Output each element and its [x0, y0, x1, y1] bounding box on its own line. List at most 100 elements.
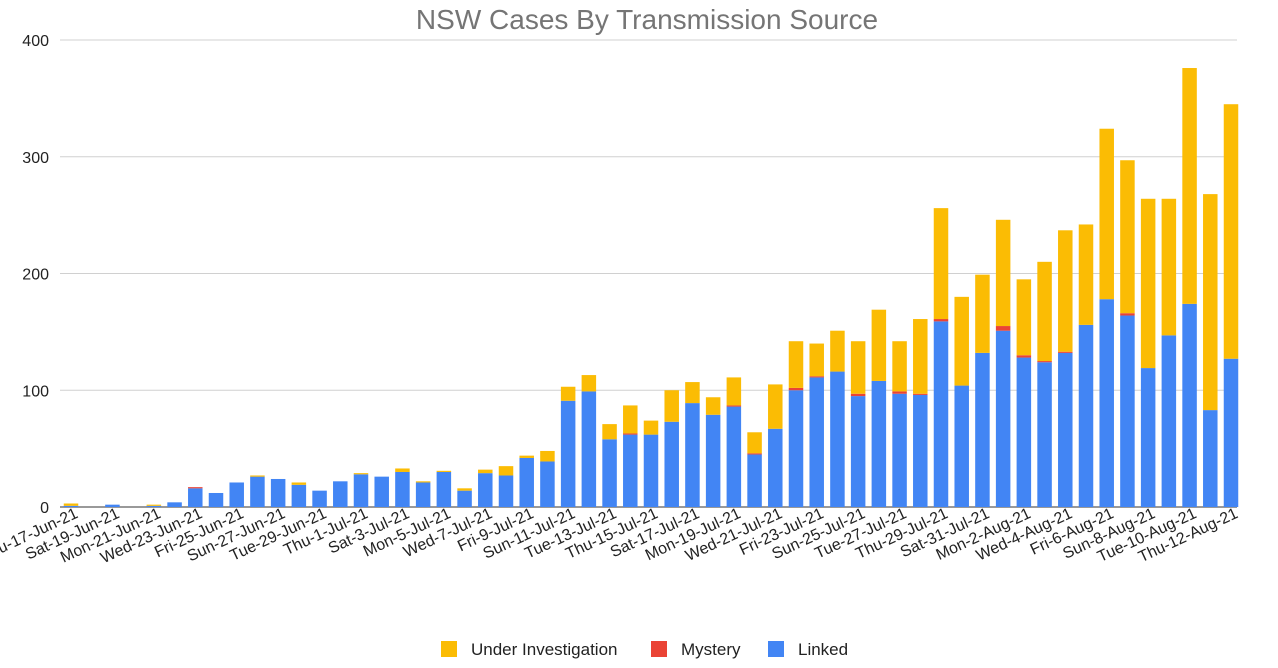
bar-linked: [602, 439, 617, 507]
bar-linked: [415, 482, 431, 507]
bar-under-investigation: [1037, 261, 1052, 362]
bar-linked: [643, 434, 659, 507]
bar-linked: [705, 414, 721, 507]
bar-under-investigation: [540, 450, 555, 462]
legend-swatch: [651, 641, 667, 657]
y-tick-label: 100: [22, 383, 49, 400]
bar-linked: [975, 352, 990, 507]
bar-linked: [105, 504, 120, 507]
bar-linked: [664, 421, 679, 507]
bar-under-investigation: [1120, 160, 1135, 314]
y-tick-label: 200: [22, 267, 49, 284]
bar-linked: [1161, 335, 1177, 507]
bar-linked: [1099, 299, 1114, 507]
bar-linked: [850, 396, 866, 507]
bar-mystery: [747, 453, 762, 455]
legend-item-linked: Linked: [768, 640, 848, 659]
bar-under-investigation: [1161, 198, 1177, 336]
legend-label: Under Investigation: [471, 640, 617, 659]
bar-under-investigation: [1078, 224, 1094, 325]
bar-under-investigation: [560, 386, 576, 401]
bar-under-investigation: [995, 219, 1011, 327]
y-tick-label: 300: [22, 150, 49, 167]
bar-linked: [1120, 315, 1135, 507]
bar-linked: [685, 403, 700, 507]
y-tick-label: 0: [40, 500, 49, 517]
bar-under-investigation: [747, 432, 762, 454]
bar-under-investigation: [1099, 128, 1114, 300]
bar-under-investigation: [415, 481, 431, 483]
bar-under-investigation: [933, 208, 949, 320]
bar-under-investigation: [913, 319, 928, 394]
bar-under-investigation: [623, 405, 638, 434]
bar-linked: [830, 371, 845, 507]
bar-linked: [1016, 357, 1032, 507]
bar-under-investigation: [602, 424, 617, 440]
bar-linked: [478, 473, 493, 507]
bar-under-investigation: [146, 504, 162, 506]
bar-linked: [457, 490, 472, 507]
bar-mystery: [809, 376, 824, 378]
bar-mystery: [188, 487, 203, 489]
bar-linked: [871, 380, 887, 507]
bar-mystery: [623, 433, 638, 435]
bar-linked: [1037, 362, 1052, 507]
bar-under-investigation: [643, 420, 659, 435]
bar-linked: [933, 321, 949, 507]
bar-linked: [63, 505, 79, 507]
bar-linked: [581, 391, 597, 507]
bar-mystery: [1016, 355, 1032, 358]
bar-under-investigation: [892, 341, 907, 392]
bar-mystery: [1058, 351, 1073, 353]
bar-linked: [208, 492, 224, 507]
bar-linked: [1078, 324, 1094, 507]
bar-linked: [788, 390, 804, 507]
bar-linked: [353, 474, 369, 507]
bar-linked: [188, 488, 203, 507]
legend-label: Linked: [798, 640, 848, 659]
bar-under-investigation: [1203, 194, 1218, 411]
bar-mystery: [850, 393, 866, 397]
bar-linked: [1140, 368, 1156, 507]
bar-linked: [913, 394, 928, 507]
legend-swatch: [441, 641, 457, 657]
bar-under-investigation: [1140, 198, 1156, 369]
bar-linked: [167, 502, 182, 507]
bar-under-investigation: [975, 274, 990, 353]
bar-linked: [892, 393, 907, 507]
legend-swatch: [768, 641, 784, 657]
bar-under-investigation: [1223, 104, 1239, 359]
bar-under-investigation: [519, 455, 534, 458]
bar-mystery: [1120, 313, 1135, 316]
bar-under-investigation: [871, 309, 887, 381]
bar-linked: [146, 505, 162, 507]
bar-linked: [291, 484, 307, 507]
bar-under-investigation: [457, 488, 472, 491]
bar-linked: [747, 454, 762, 507]
legend-item-under-investigation: Under Investigation: [441, 640, 617, 659]
bar-linked: [270, 478, 286, 507]
bar-under-investigation: [788, 341, 804, 388]
bar-under-investigation: [581, 375, 597, 392]
bar-linked: [1182, 303, 1197, 507]
bar-linked: [623, 434, 638, 507]
bar-linked: [560, 400, 576, 507]
bar-under-investigation: [768, 384, 783, 429]
bar-linked: [498, 475, 514, 507]
bar-under-investigation: [705, 397, 721, 415]
bar-linked: [726, 406, 742, 507]
chart-title: NSW Cases By Transmission Source: [416, 4, 878, 35]
bar-under-investigation: [664, 390, 679, 422]
bar-under-investigation: [478, 469, 493, 474]
bar-under-investigation: [954, 296, 969, 386]
bar-linked: [1058, 352, 1073, 507]
y-tick-label: 400: [22, 33, 49, 50]
bar-linked: [229, 482, 244, 507]
bar-under-investigation: [809, 343, 824, 377]
bar-linked: [540, 461, 555, 507]
bar-linked: [374, 476, 389, 507]
bar-linked: [395, 471, 410, 507]
bar-linked: [250, 476, 265, 507]
x-tick-labels: u-17-Jun-21Sat-19-Jun-21Mon-21-Jun-21Wed…: [0, 505, 1241, 567]
